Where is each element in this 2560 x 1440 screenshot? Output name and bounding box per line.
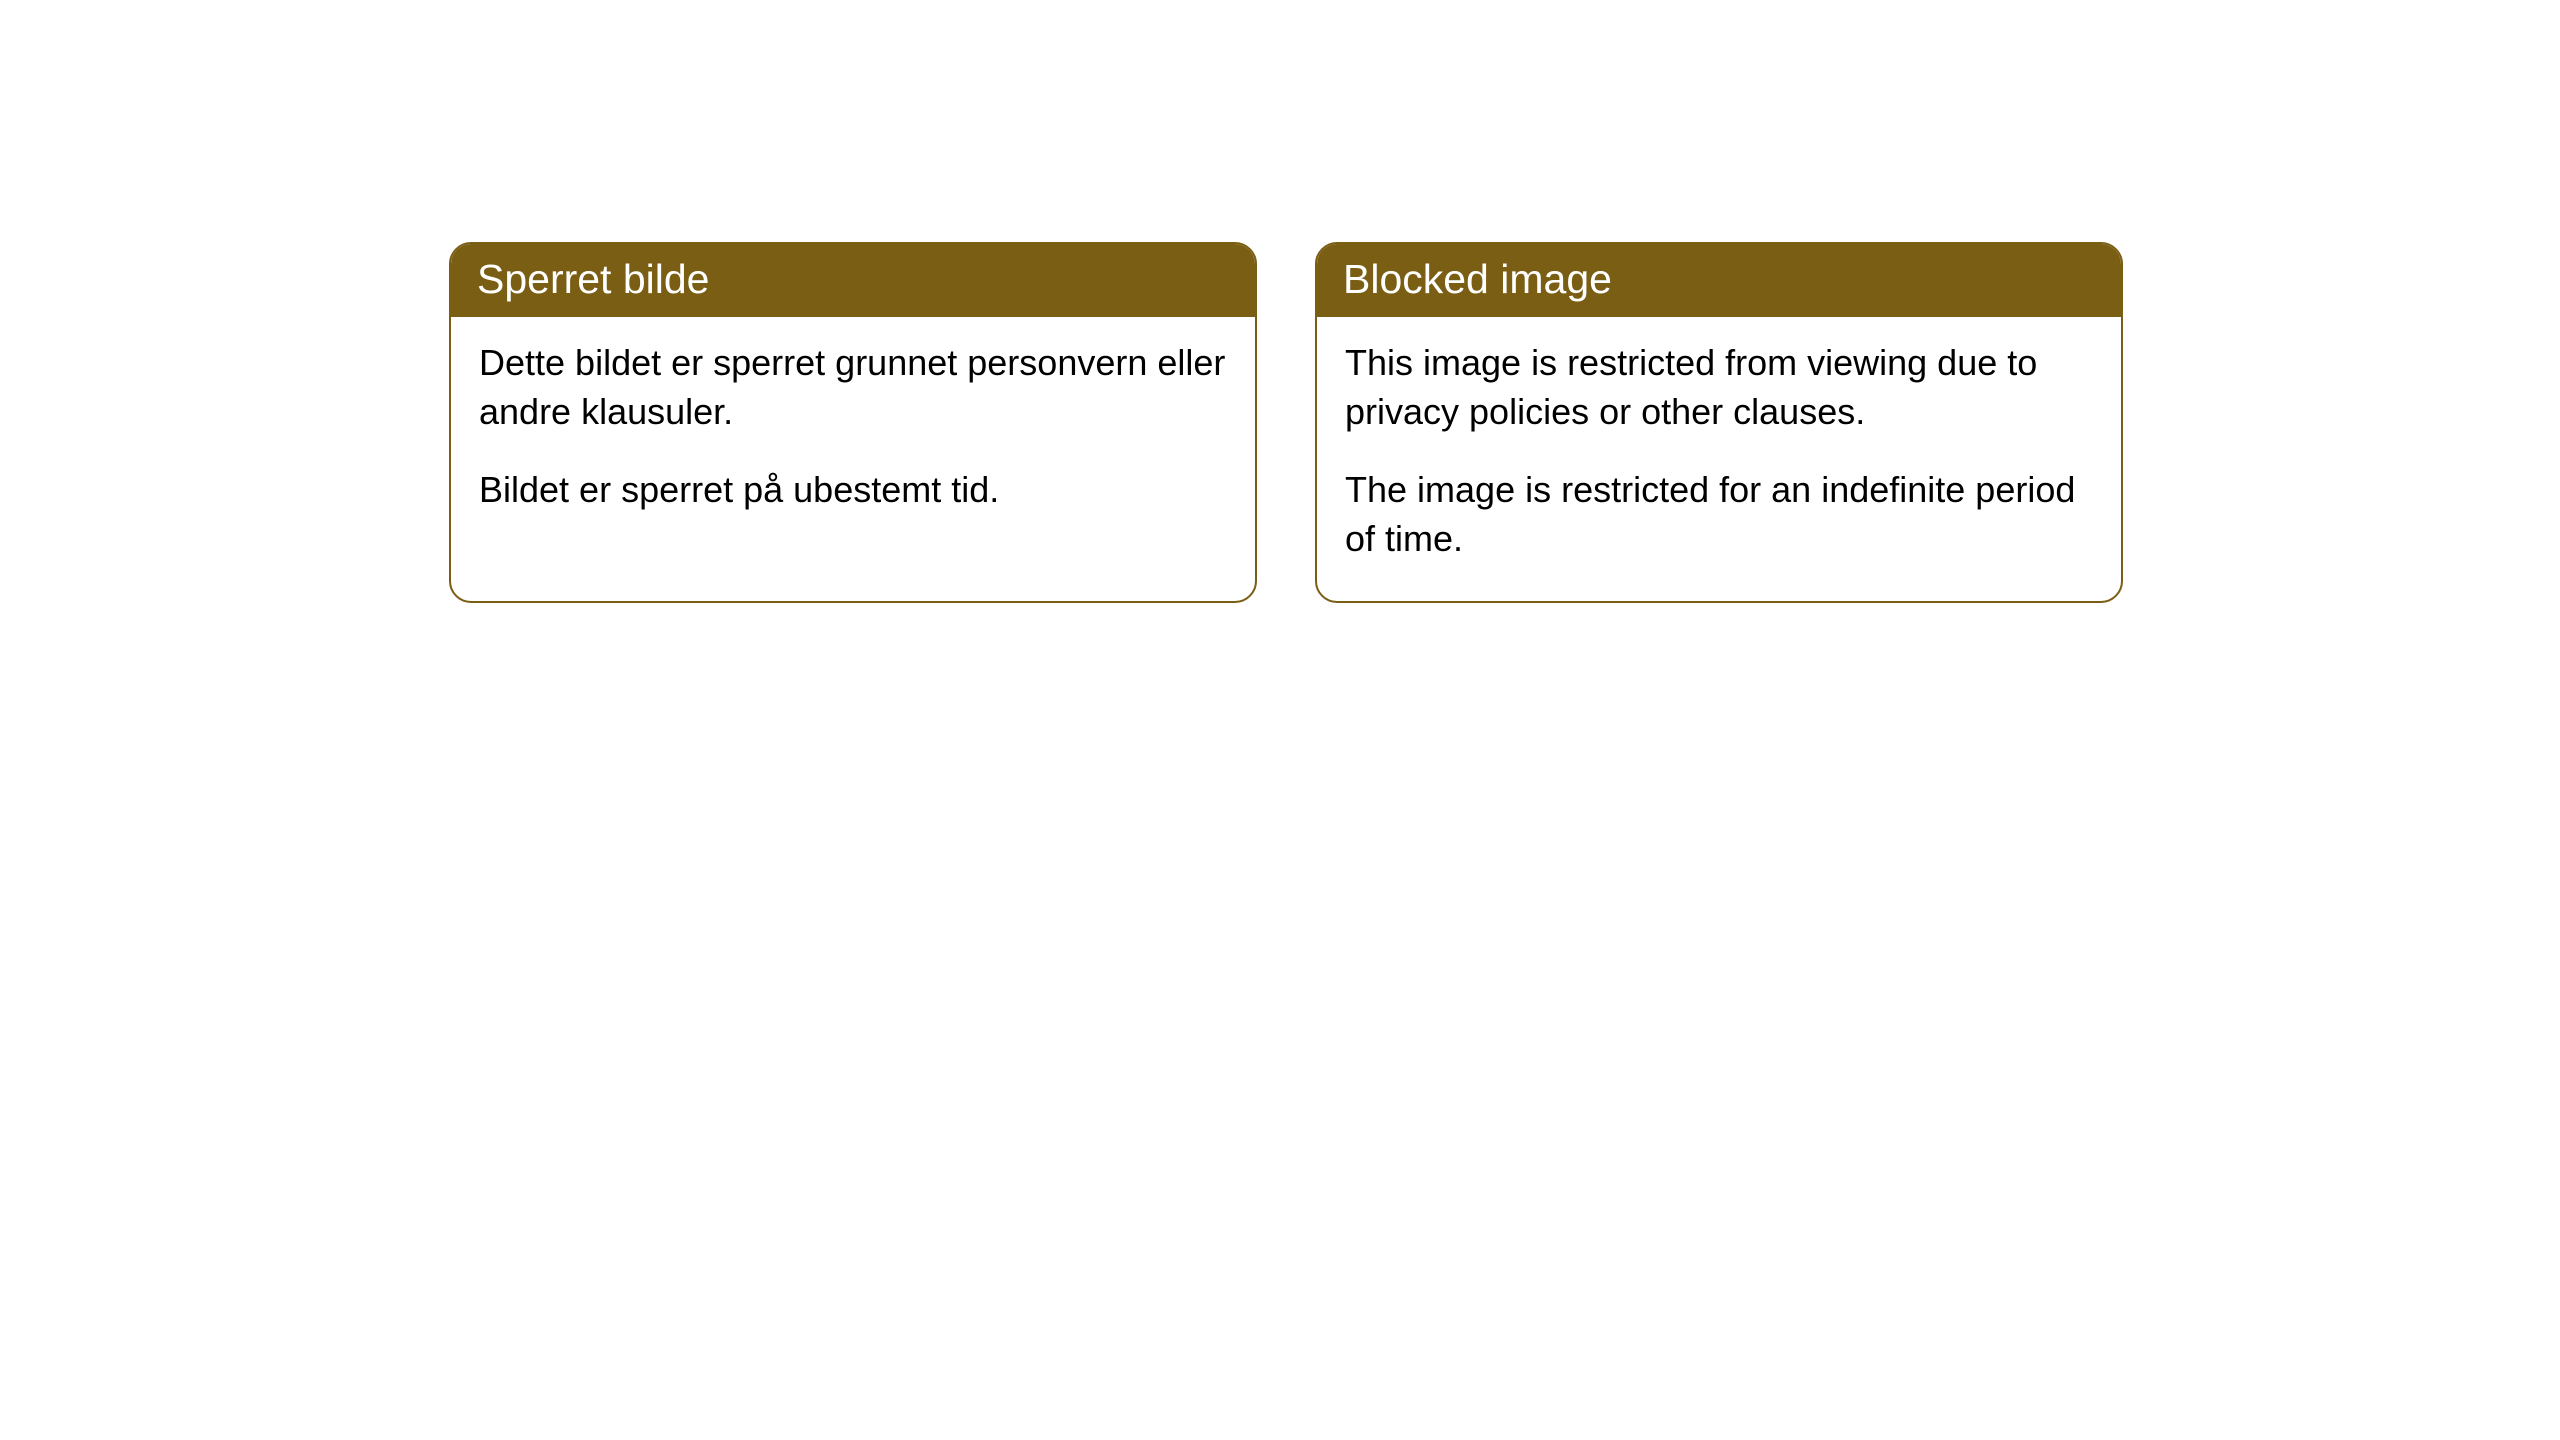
- card-paragraph: This image is restricted from viewing du…: [1345, 339, 2093, 436]
- notice-card-english: Blocked image This image is restricted f…: [1315, 242, 2123, 603]
- card-paragraph: The image is restricted for an indefinit…: [1345, 466, 2093, 563]
- notice-cards-container: Sperret bilde Dette bildet er sperret gr…: [449, 242, 2123, 603]
- card-body: Dette bildet er sperret grunnet personve…: [451, 317, 1255, 553]
- card-title: Sperret bilde: [477, 256, 709, 302]
- card-header: Blocked image: [1317, 244, 2121, 317]
- card-header: Sperret bilde: [451, 244, 1255, 317]
- card-paragraph: Bildet er sperret på ubestemt tid.: [479, 466, 1227, 515]
- card-title: Blocked image: [1343, 256, 1612, 302]
- card-paragraph: Dette bildet er sperret grunnet personve…: [479, 339, 1227, 436]
- card-body: This image is restricted from viewing du…: [1317, 317, 2121, 601]
- notice-card-norwegian: Sperret bilde Dette bildet er sperret gr…: [449, 242, 1257, 603]
